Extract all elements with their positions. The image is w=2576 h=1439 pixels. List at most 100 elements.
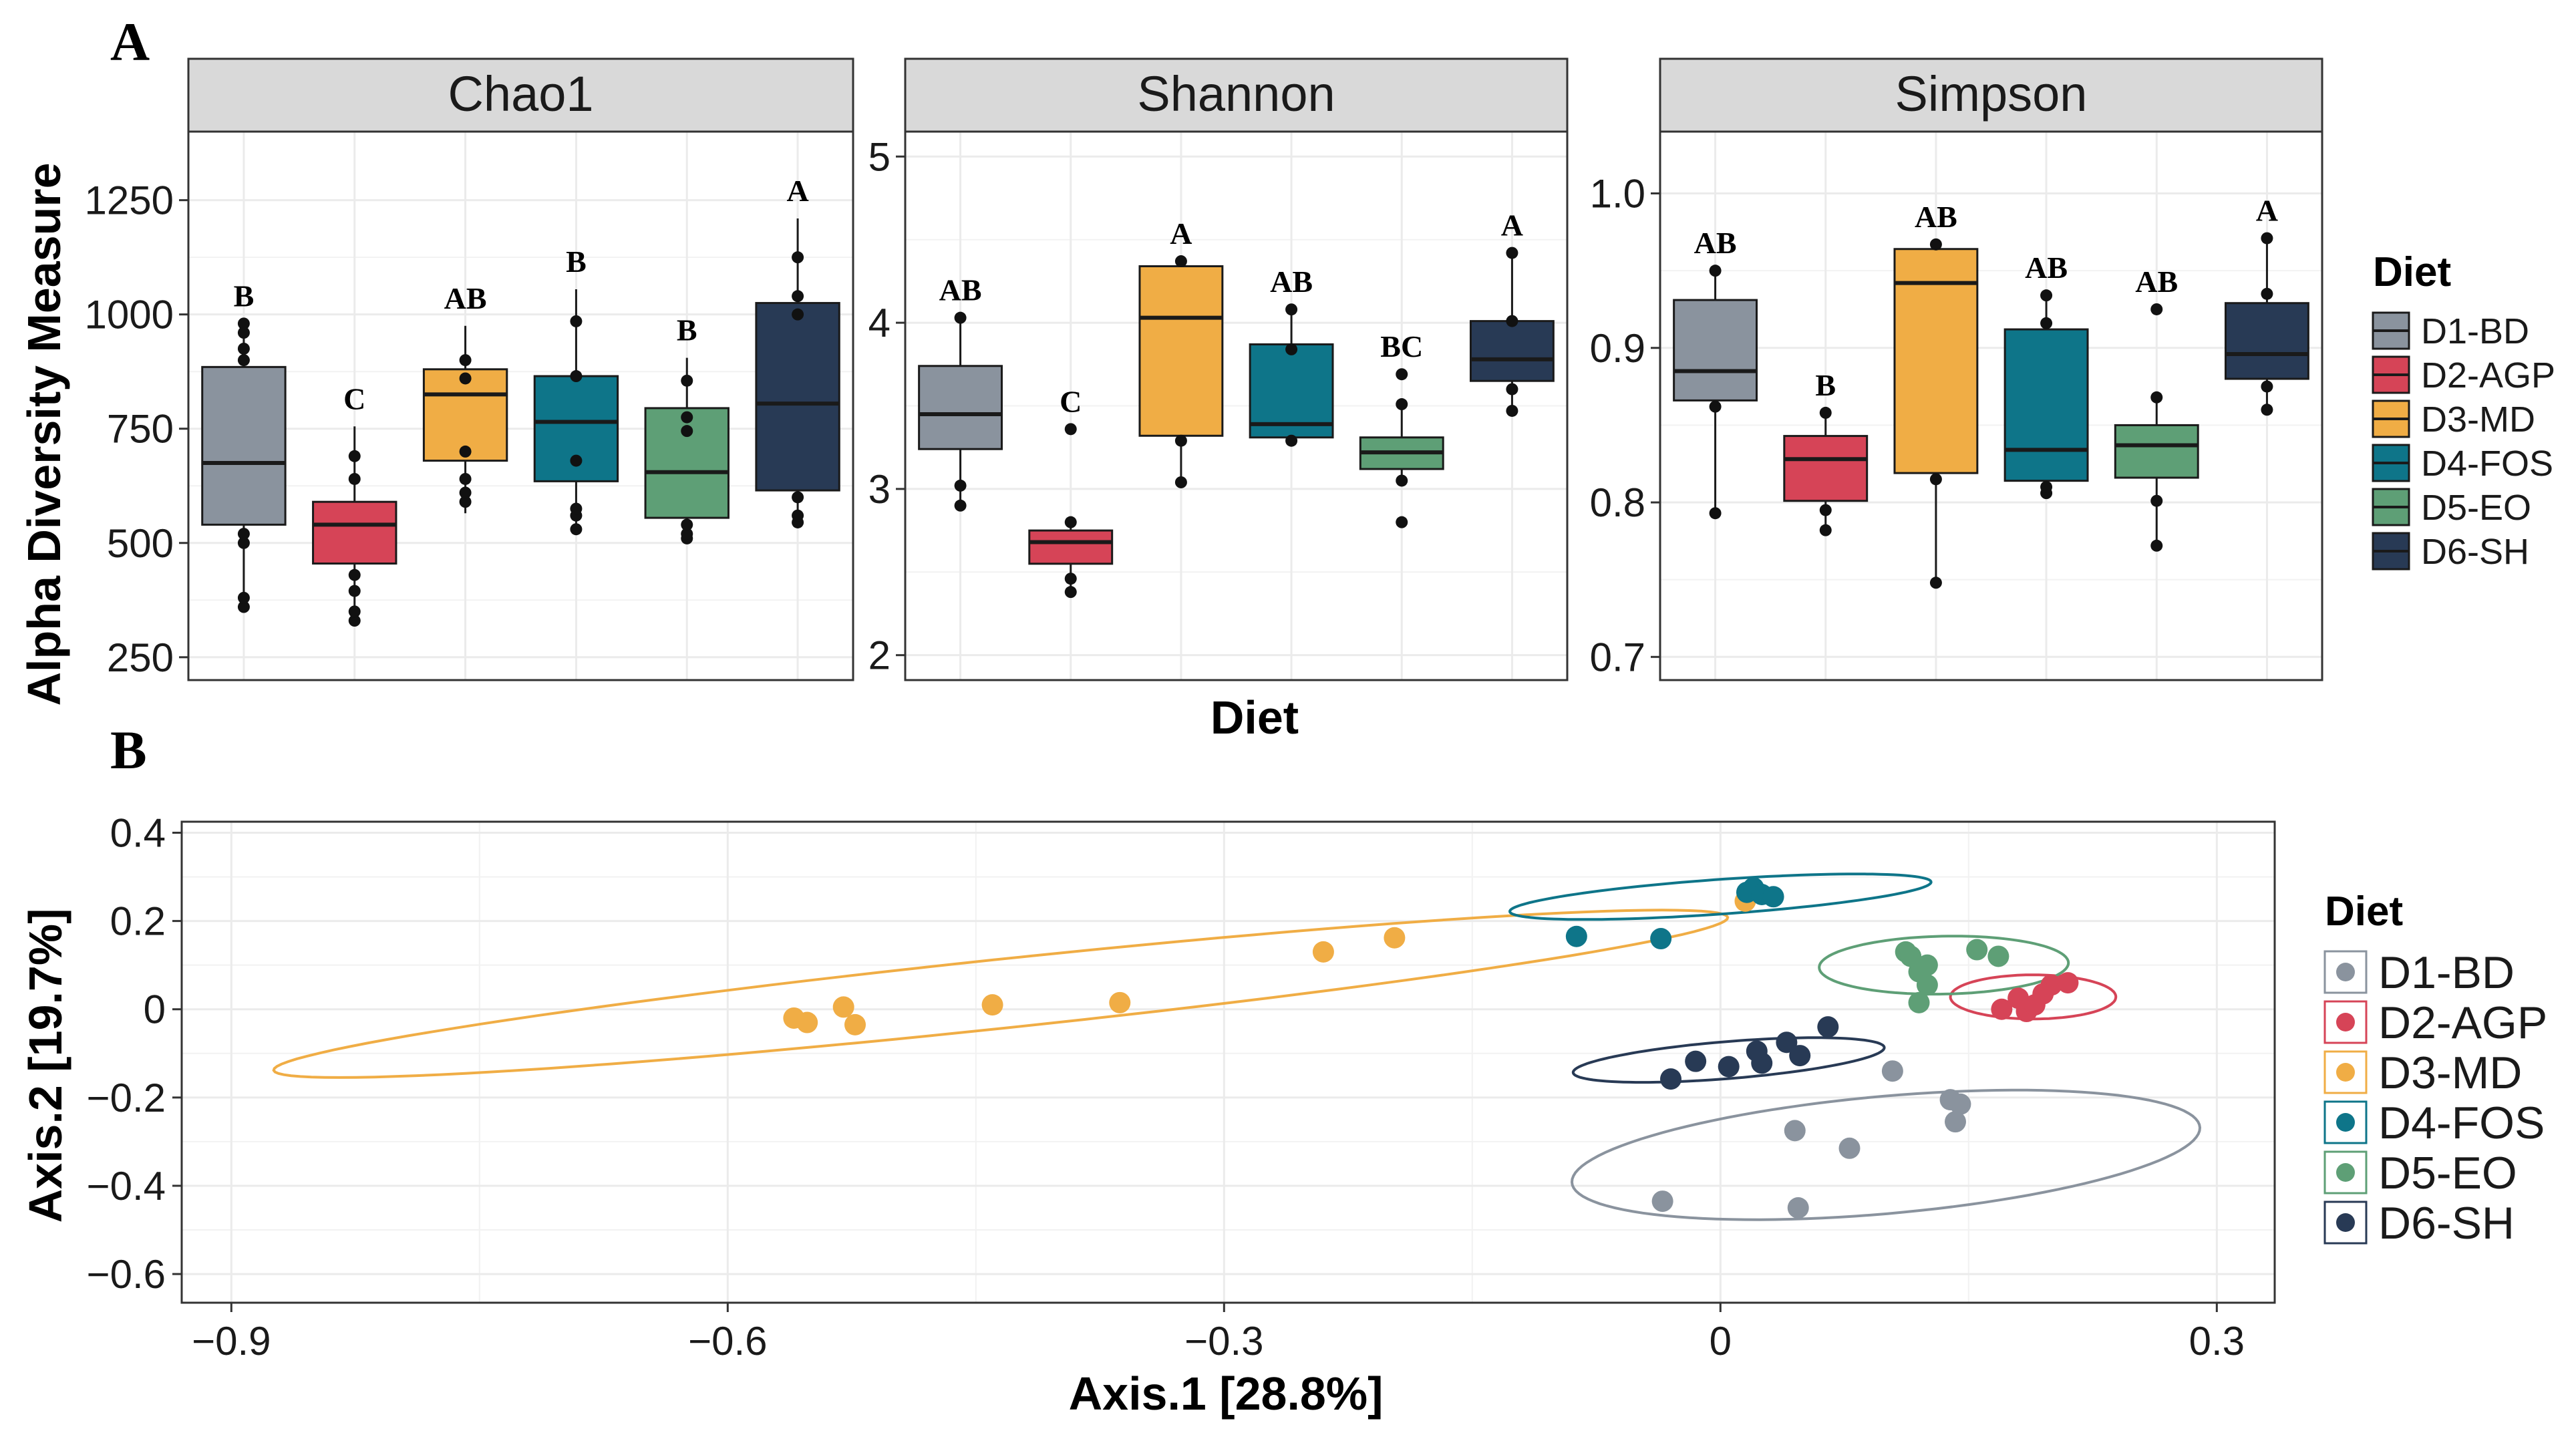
- box-d1-bd: AB: [1673, 226, 1758, 520]
- legend-label: D2-AGP: [2421, 355, 2555, 395]
- data-point: [1945, 1111, 1967, 1133]
- y-tick-label: 1250: [85, 178, 174, 223]
- data-point: [1651, 1190, 1673, 1213]
- series-d6-sh: [1660, 1016, 1839, 1090]
- data-point: [1709, 265, 1722, 277]
- y-tick-label: −0.6: [87, 1252, 166, 1297]
- significance-label: C: [343, 381, 365, 416]
- box-d4-fos: B: [533, 245, 619, 536]
- y-tick-label: 500: [107, 521, 174, 566]
- legend-key-dot: [2336, 1213, 2355, 1232]
- legend-title: Diet: [2373, 249, 2451, 295]
- significance-label: B: [677, 313, 697, 347]
- data-point: [2040, 480, 2053, 493]
- data-point: [2150, 539, 2163, 552]
- data-point: [832, 996, 854, 1018]
- box-d5-eo: B: [644, 313, 730, 544]
- legend-label: D1-BD: [2378, 947, 2515, 998]
- significance-label: AB: [1915, 200, 1957, 234]
- legend-title: Diet: [2325, 889, 2403, 935]
- y-tick-label: 0: [144, 987, 166, 1032]
- box-d3-md: AB: [422, 281, 508, 514]
- data-point: [570, 502, 583, 515]
- data-point: [459, 372, 472, 385]
- pcoa-plot-area: [182, 822, 2275, 1303]
- facet-strip-label: Chao1: [448, 66, 593, 122]
- data-point: [348, 472, 361, 485]
- legend-entry-d1-bd: D1-BD: [2323, 947, 2515, 998]
- data-point: [792, 509, 804, 522]
- data-point: [844, 1013, 866, 1035]
- pcoa-x-axis-title: Axis.1 [28.8%]: [1069, 1368, 1384, 1420]
- data-point: [1064, 516, 1077, 528]
- data-point: [459, 472, 472, 485]
- y-tick-label: 0.7: [1590, 635, 1645, 679]
- series-d2-agp: [1991, 972, 2079, 1023]
- y-tick-label: 0.9: [1590, 326, 1645, 371]
- box-body: [1673, 299, 1758, 402]
- box-body: [1893, 248, 1979, 474]
- box-d6-sh: A: [1469, 208, 1555, 417]
- legend-entry-d4-fos: D4-FOS: [2323, 1098, 2545, 1148]
- ellipse-d4-fos: [1508, 872, 1933, 921]
- facet-border: [1659, 130, 2323, 681]
- data-point: [237, 536, 250, 549]
- significance-label: AB: [1270, 265, 1313, 299]
- data-point: [1174, 434, 1187, 447]
- data-point: [796, 1011, 818, 1033]
- legend-entry-d2-agp: D2-AGP: [2323, 997, 2547, 1048]
- data-point: [2150, 494, 2163, 507]
- legend-label: D3-MD: [2378, 1048, 2522, 1098]
- legend-key-dot: [2336, 1113, 2355, 1132]
- significance-label: A: [786, 174, 808, 208]
- box-d3-md: A: [1138, 216, 1224, 488]
- significance-label: A: [1501, 208, 1523, 243]
- data-point: [459, 445, 472, 458]
- data-point: [1819, 524, 1832, 536]
- legend-label: D5-EO: [2378, 1148, 2517, 1198]
- facet-simpson: Simpson 0.7 0.8 0.9 1.0 AB B AB AB AB A: [1590, 57, 2323, 681]
- significance-label: C: [1060, 384, 1082, 418]
- facet-plot-area: [188, 132, 853, 680]
- data-point: [2150, 303, 2163, 315]
- data-point: [1064, 423, 1077, 436]
- legend-key-dot: [2336, 963, 2355, 981]
- legend-entry-d6-sh: D6-SH: [2323, 1198, 2515, 1249]
- ellipse-d5-eo: [1818, 935, 2070, 996]
- box-body: [644, 407, 730, 519]
- data-point: [459, 354, 472, 367]
- significance-label: BC: [1380, 329, 1423, 363]
- box-d1-bd: AB: [918, 273, 1003, 512]
- significance-label: A: [2256, 194, 2278, 228]
- data-point: [1650, 928, 1672, 950]
- legend-entry-d5-eo: D5-EO: [2372, 488, 2531, 528]
- alpha-x-axis-title: Diet: [1211, 691, 1299, 744]
- facet-border: [187, 130, 854, 681]
- data-point: [1506, 404, 1518, 417]
- data-point: [1396, 516, 1408, 528]
- data-point: [681, 374, 693, 387]
- data-point: [1109, 991, 1131, 1013]
- data-point: [1565, 925, 1587, 947]
- data-point: [1819, 504, 1832, 516]
- legend-entry-d2-agp: D2-AGP: [2372, 355, 2555, 395]
- significance-label: B: [234, 279, 255, 313]
- y-tick-label: 1.0: [1590, 172, 1645, 216]
- data-point: [1285, 343, 1298, 355]
- data-point: [237, 601, 250, 613]
- legend-label: D4-FOS: [2421, 444, 2553, 484]
- significance-label: AB: [2025, 251, 2068, 285]
- box-d2-agp: C: [1028, 384, 1114, 599]
- significance-label: AB: [444, 281, 487, 315]
- data-point: [2057, 972, 2079, 994]
- data-point: [237, 342, 250, 355]
- box-body: [1028, 529, 1114, 565]
- y-tick-label: −0.2: [87, 1076, 166, 1120]
- box-body: [201, 365, 287, 526]
- ellipse-d2-agp: [1949, 973, 2118, 1021]
- data-point: [1929, 473, 1942, 486]
- legend-key-dot: [2336, 1013, 2355, 1031]
- data-point: [1660, 1068, 1682, 1090]
